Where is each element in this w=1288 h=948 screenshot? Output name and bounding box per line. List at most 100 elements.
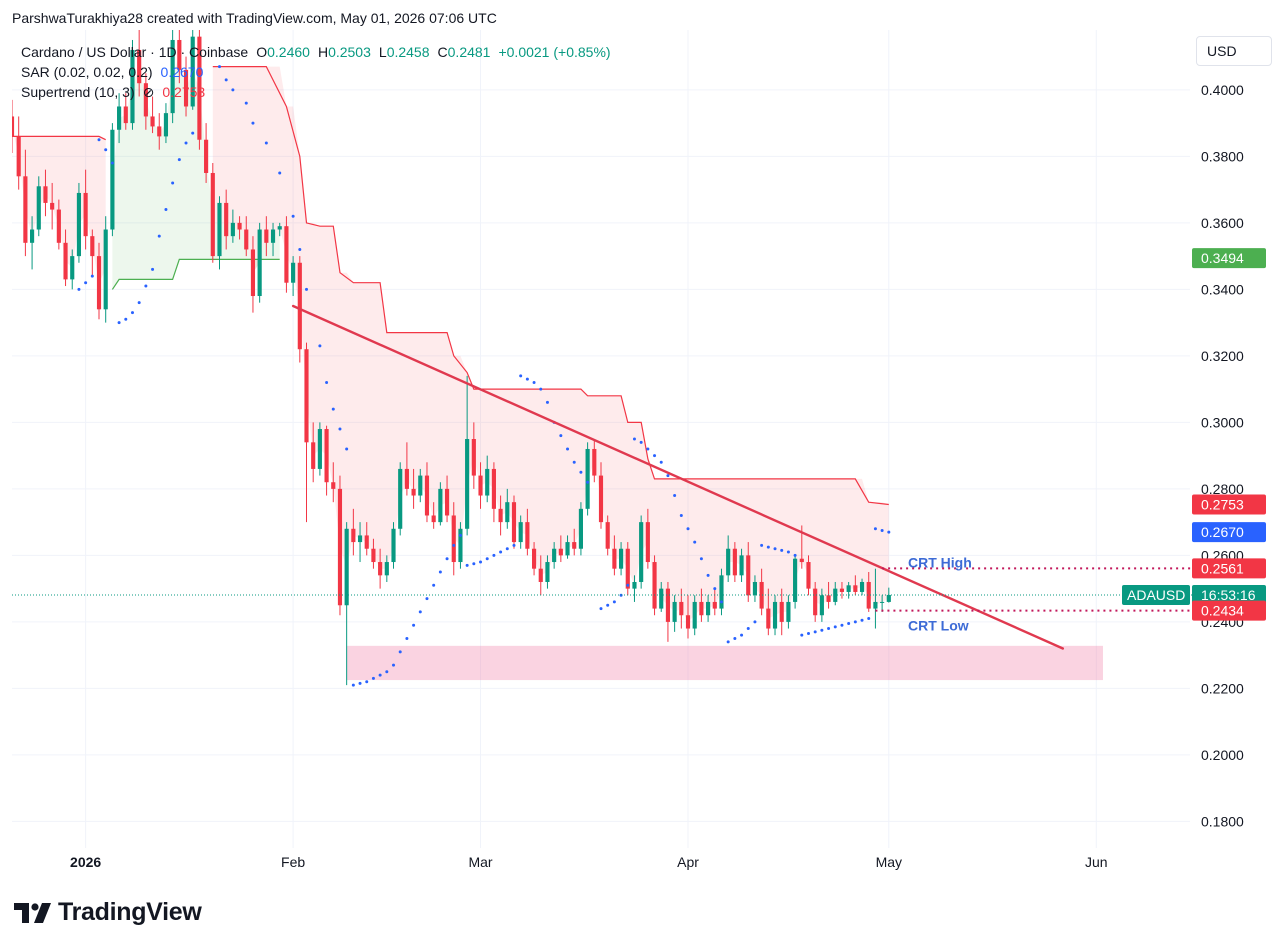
candle bbox=[257, 222, 262, 303]
supertrend-line-bearish bbox=[212, 66, 889, 506]
candle-body bbox=[150, 116, 155, 127]
candle-body bbox=[324, 429, 329, 483]
price-tag-bg bbox=[1192, 248, 1266, 269]
candle bbox=[839, 581, 845, 599]
candle bbox=[103, 216, 108, 323]
candle bbox=[531, 542, 537, 576]
candle bbox=[766, 588, 771, 636]
candle-body bbox=[692, 601, 697, 629]
candle-body bbox=[478, 475, 483, 496]
candle-body bbox=[183, 69, 189, 107]
candle bbox=[337, 475, 343, 616]
sar-dot bbox=[827, 627, 831, 631]
candle-body bbox=[866, 581, 871, 609]
candle-body bbox=[886, 594, 891, 602]
candle-body bbox=[63, 242, 68, 280]
legend-supertrend-label: Supertrend (10, 3) bbox=[21, 84, 135, 100]
supertrend-fill-bullish bbox=[112, 54, 280, 290]
candle bbox=[578, 502, 583, 556]
sar-dot bbox=[699, 557, 703, 561]
sar-dot bbox=[385, 670, 389, 674]
candle bbox=[250, 236, 256, 313]
support-zone-box bbox=[346, 645, 1103, 681]
price-tag-value: 0.2753 bbox=[1201, 497, 1244, 513]
legend-sar-row[interactable]: SAR (0.02, 0.02, 0.2) 0.2670 bbox=[21, 62, 611, 82]
candle bbox=[90, 229, 95, 277]
sar-dot bbox=[519, 374, 523, 378]
sar-dot bbox=[566, 447, 570, 451]
sar-dot bbox=[458, 533, 462, 537]
candle bbox=[123, 93, 128, 130]
sar-dot bbox=[659, 460, 663, 464]
candle bbox=[598, 462, 604, 529]
price-tag-value: 0.2561 bbox=[1201, 560, 1244, 576]
candle-body bbox=[826, 595, 831, 602]
candle bbox=[485, 455, 490, 503]
candle bbox=[163, 103, 169, 144]
candle-body bbox=[598, 475, 604, 523]
candle bbox=[752, 575, 758, 602]
candle-body bbox=[752, 581, 758, 596]
candle bbox=[183, 56, 189, 117]
candle-body bbox=[572, 542, 577, 549]
legend-symbol[interactable]: Cardano / US Dollar · 1D · Coinbase bbox=[21, 44, 249, 60]
price-tag-bg bbox=[1192, 522, 1266, 543]
sar-dot bbox=[405, 637, 409, 641]
candle-body bbox=[645, 522, 650, 563]
candle bbox=[364, 522, 369, 556]
candle-body bbox=[12, 116, 15, 137]
candle-body bbox=[806, 562, 811, 589]
sar-dot bbox=[90, 274, 94, 278]
candle bbox=[538, 555, 543, 596]
candle bbox=[471, 422, 476, 489]
candle bbox=[264, 216, 269, 257]
sar-dot bbox=[184, 141, 188, 145]
supertrend-line-bearish bbox=[12, 135, 106, 141]
candle-body bbox=[56, 209, 61, 243]
sar-dot bbox=[151, 267, 155, 271]
candle bbox=[866, 572, 871, 612]
sar-dot bbox=[358, 681, 362, 685]
candle-body bbox=[230, 222, 235, 237]
candle-body bbox=[471, 439, 476, 476]
sar-dot bbox=[264, 141, 268, 145]
candle bbox=[384, 555, 389, 582]
candle-body bbox=[117, 106, 122, 130]
x-axis-tick-label: Feb bbox=[281, 854, 305, 870]
currency-selector[interactable]: USD bbox=[1196, 36, 1272, 66]
candle bbox=[833, 581, 838, 606]
sar-dot bbox=[525, 377, 529, 381]
legend-supertrend-row[interactable]: Supertrend (10, 3) ⊘ 0.2753 bbox=[21, 82, 611, 102]
candle bbox=[739, 548, 744, 582]
candle bbox=[458, 522, 463, 569]
candle-body bbox=[76, 192, 82, 257]
sar-dot bbox=[177, 158, 181, 162]
candle-body bbox=[391, 528, 396, 563]
x-axis-tick-label: Mar bbox=[468, 854, 492, 870]
candle bbox=[431, 502, 436, 529]
sar-dot bbox=[191, 131, 195, 135]
candle bbox=[505, 488, 510, 529]
candle bbox=[210, 163, 215, 263]
sar-dot bbox=[465, 563, 469, 567]
sar-dot bbox=[325, 380, 329, 384]
sar-dot bbox=[412, 623, 416, 627]
sar-dot bbox=[867, 617, 871, 621]
sar-dot bbox=[873, 527, 877, 531]
tradingview-logo[interactable]: TradingView bbox=[14, 898, 202, 927]
sar-dot bbox=[686, 527, 690, 531]
legend-high-value: 0.2503 bbox=[328, 44, 371, 60]
sar-dot bbox=[365, 680, 369, 684]
candle bbox=[411, 468, 416, 509]
candle-body bbox=[625, 548, 630, 589]
candle bbox=[846, 581, 851, 599]
candle-body bbox=[170, 39, 175, 114]
candle-body bbox=[498, 508, 503, 523]
candle bbox=[311, 422, 316, 483]
candle-body bbox=[30, 229, 35, 243]
sar-dot bbox=[485, 557, 489, 561]
sar-dot bbox=[733, 637, 737, 641]
candle-body bbox=[50, 202, 55, 210]
